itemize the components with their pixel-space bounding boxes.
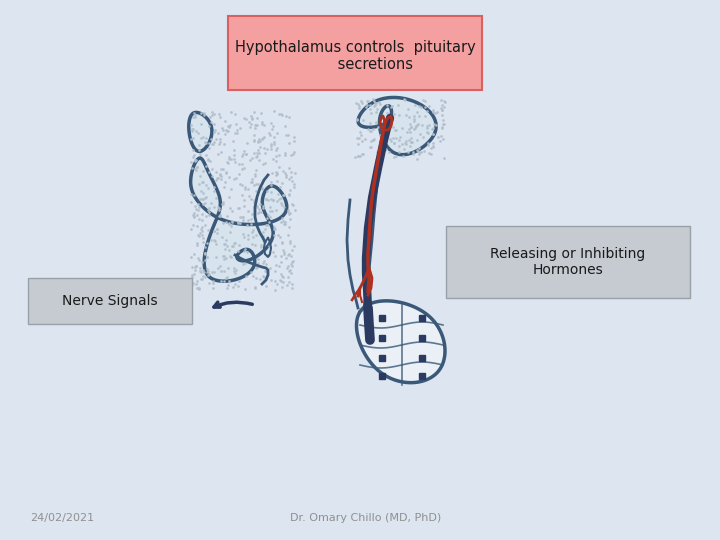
FancyBboxPatch shape — [28, 278, 192, 324]
Polygon shape — [356, 301, 445, 383]
Text: Nerve Signals: Nerve Signals — [62, 294, 158, 308]
FancyBboxPatch shape — [228, 16, 482, 90]
Text: 24/02/2021: 24/02/2021 — [30, 513, 94, 523]
Polygon shape — [191, 158, 287, 281]
Text: Hypothalamus controls  pituitary
         secretions: Hypothalamus controls pituitary secretio… — [235, 40, 475, 72]
Polygon shape — [189, 112, 212, 151]
Polygon shape — [358, 98, 436, 154]
FancyBboxPatch shape — [446, 226, 690, 298]
Text: Releasing or Inhibiting
Hormones: Releasing or Inhibiting Hormones — [490, 247, 646, 277]
Text: Dr. Omary Chillo (MD, PhD): Dr. Omary Chillo (MD, PhD) — [290, 513, 441, 523]
